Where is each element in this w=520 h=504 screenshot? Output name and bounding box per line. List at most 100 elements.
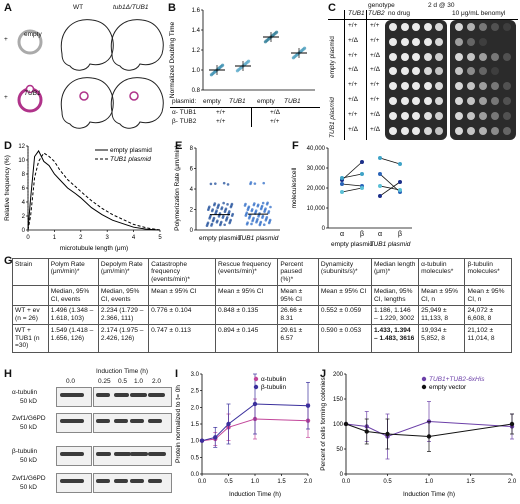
e-data-point (252, 216, 255, 220)
panel-label-i: I (175, 368, 179, 380)
f-y-tick-label: 10,000 (307, 206, 326, 212)
subheader-cell: Median, 95% CI, events (47, 285, 99, 306)
data-point (364, 429, 369, 434)
colony-spot (423, 67, 432, 76)
f-group-2: TUB1 plasmid (370, 241, 411, 248)
e-data-point (244, 202, 247, 206)
e-data-point (218, 212, 222, 215)
j-y-tick-label: 200 (333, 372, 344, 378)
plus-sign-2: + (4, 94, 8, 101)
d-y-tick-label: 12 (18, 144, 25, 150)
i-xlabel: Induction Time (h) (229, 491, 281, 498)
b-ylabel: Normalized Doubling Time (169, 22, 176, 99)
c-row-tub1-genotype: +/Δ (348, 96, 358, 103)
h-time-1: 0.25 (98, 378, 111, 385)
subheader-cell: Mean ± 95% CI (214, 285, 279, 306)
table-cell: 1.186, 1.146 – 1.229, 3002 (370, 304, 420, 326)
e-data-point (226, 203, 229, 206)
colony-spot (389, 37, 397, 46)
h-time-0: 0.0 (66, 378, 76, 385)
data-point (199, 438, 205, 443)
f-pair-line (379, 181, 401, 197)
colony-spot-benomyl (491, 67, 499, 76)
colony-spot-benomyl (455, 126, 463, 135)
d-xlabel: microtubule length (μm) (60, 245, 128, 252)
h-time-4: 2.0 (152, 378, 162, 385)
colony-spot (400, 97, 409, 105)
c-col-tub1: TUB1 (348, 10, 365, 17)
e-data-point (225, 216, 229, 219)
h-kd-3: 50 kD (20, 457, 37, 464)
e-data-point (226, 183, 230, 186)
b-group-1: empty (203, 98, 221, 105)
d-y-tick-label: 10 (18, 158, 25, 164)
colony-spot-benomyl (467, 37, 475, 46)
e-data-point (262, 181, 266, 185)
colony-spot (423, 37, 432, 46)
blot-band (130, 419, 144, 423)
d-x-tick-label: 0 (26, 235, 30, 241)
colony-spot-benomyl (491, 126, 499, 135)
colony-spot-benomyl (455, 52, 463, 61)
header-cell: Polym Rate (μm/min)* (47, 257, 99, 287)
colony-spot-benomyl (503, 38, 511, 46)
colony-spot (389, 82, 397, 91)
header-cell: α-tubulin molecules* (418, 257, 466, 287)
colony-spot (423, 23, 432, 31)
blot-band (114, 452, 131, 456)
b-beta-v2: +/+ (270, 118, 280, 125)
panel-label-b: B (168, 2, 176, 14)
e-data-point (217, 203, 220, 207)
table-cell: 2.234 (1.729 – 2.366, 111) (97, 304, 150, 326)
h-title: Induction Time (h) (96, 368, 149, 375)
c-row-tub1-genotype: +/Δ (348, 66, 358, 74)
blot-band (114, 419, 128, 423)
table-cell: 29.61 ± 6.57 (277, 324, 319, 353)
colony-spot (412, 126, 420, 135)
f-beta-point (360, 172, 364, 176)
i-y-tick-label: 2.5 (191, 389, 200, 395)
subheader-cell (12, 285, 49, 306)
colony-spot (389, 52, 397, 61)
e-data-point (214, 182, 217, 185)
i-y-tick-label: 3.0 (191, 372, 200, 378)
f-pair-line (341, 183, 363, 187)
colony-spot (423, 82, 432, 91)
f-x-2: β (360, 231, 364, 238)
c-row-tub1-genotype: +/+ (348, 22, 358, 29)
blot-band (114, 393, 130, 397)
c-title: 2 d @ 30 (428, 2, 455, 9)
colony-spot (400, 111, 409, 120)
f-pair-line (379, 157, 401, 165)
b-row-alpha: α- TUB1 (172, 109, 197, 116)
e-data-point (213, 202, 217, 205)
colony-spot-benomyl (491, 38, 499, 46)
c-cond1: no drug (388, 10, 411, 17)
c-row-tub2-genotype: +/+ (370, 81, 380, 89)
header-cell: Catastrophe frequency (events/min)* (148, 257, 216, 287)
blot-zwf1-a-left (56, 413, 92, 433)
j-xlabel: Induction Time (h) (403, 491, 455, 498)
h-time-2: 0.5 (118, 378, 128, 385)
b-y-tick-label: 1.0 (192, 68, 201, 74)
f-alpha-point (378, 172, 382, 176)
j-x-tick-label: 0.0 (342, 479, 351, 485)
colony-spot (435, 23, 443, 31)
c-row-tub2-genotype: +/Δ (370, 125, 380, 133)
i-ylabel: Protein normalized to t= 0h (175, 385, 182, 463)
h-kd-4: 50 kD (20, 484, 37, 491)
c-row-tub2-genotype: +/+ (370, 36, 380, 44)
blot-band (96, 479, 110, 483)
i-x-tick-label: 1.0 (251, 479, 260, 485)
table-cell: 1.433, 1.394 – 1.483, 3616 (370, 324, 420, 353)
colony-spot-benomyl (455, 23, 463, 31)
f-ylabel: molecules/cell (291, 167, 298, 208)
colony-spot-benomyl (467, 111, 475, 120)
i-x-tick-label: 0.5 (224, 479, 233, 485)
panel-a-diagram (17, 19, 164, 129)
f-y-tick-label: 20,000 (307, 186, 326, 192)
colony-spot (400, 52, 409, 61)
e-data-point (222, 201, 225, 205)
b-alpha-v2: +/Δ (270, 109, 280, 116)
